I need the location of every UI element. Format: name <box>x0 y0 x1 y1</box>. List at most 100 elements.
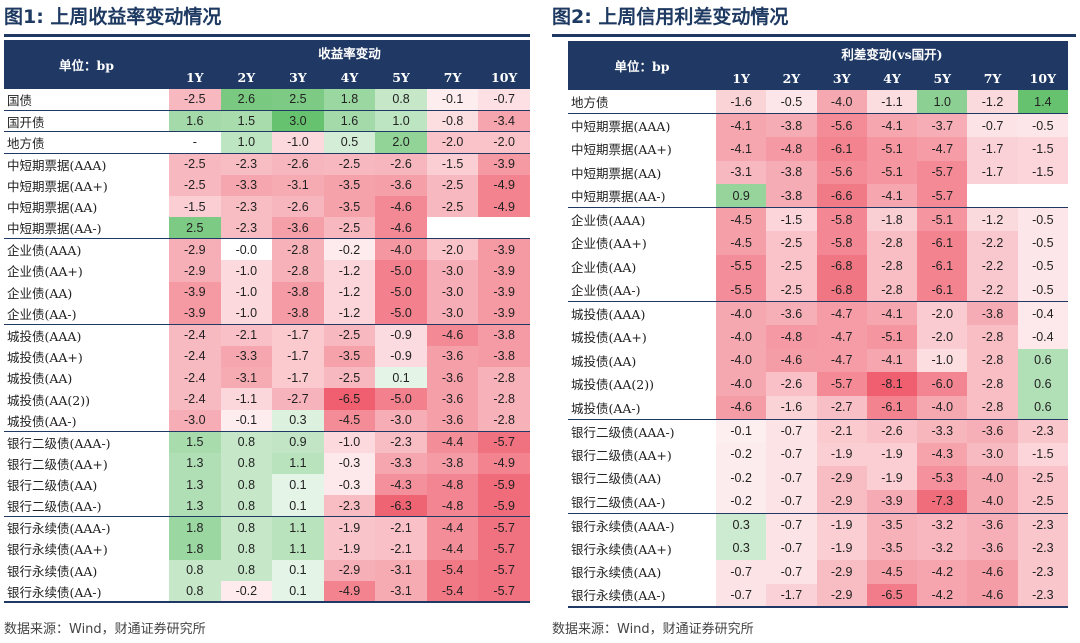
value-cell: -3.3 <box>375 452 427 475</box>
row-label: 企业债(AA) <box>7 285 73 301</box>
value-cell: -4.6 <box>375 217 427 239</box>
value-cell: 0.8 <box>220 516 273 539</box>
value-cell: -3.7 <box>917 113 968 137</box>
value-cell: -2.3 <box>1017 418 1068 443</box>
title-divider <box>4 34 530 37</box>
table-row: 城投债(AA+) -4.0 -4.8 -4.7 -5.1 -2.0 -2.8 -0.4 <box>568 325 1068 349</box>
value-cell: -4.1 <box>866 348 918 372</box>
table-row: 城投债(AA(2)) -2.4 -1.1 -2.7 -6.5 -5.0 -3.6 -2.8 <box>4 388 530 410</box>
value-cell: -2.1 <box>220 323 273 346</box>
value-cell: -0.1 <box>716 418 767 443</box>
value-cell: -2.9 <box>323 559 376 581</box>
table-row: 银行二级债(AA-) 1.3 0.8 0.1 -2.3 -6.3 -4.8 -5.9 <box>4 495 530 517</box>
table-row: 银行二级债(AA+) -0.2 -0.7 -1.9 -1.9 -4.3 -3.0 -1.5 <box>568 442 1068 466</box>
value-cell <box>478 217 530 238</box>
value-cell: -5.0 <box>375 281 427 303</box>
table-row: 企业债(AA+) -2.9 -1.0 -2.8 -1.2 -5.0 -3.0 -3.9 <box>4 260 530 282</box>
value-cell: 0.8 <box>169 580 221 604</box>
value-cell: -1.0 <box>272 131 324 154</box>
row-label: 银行二级债(AA+) <box>571 447 672 463</box>
table-row: 企业债(AA-) -5.5 -2.5 -6.8 -2.8 -6.1 -2.2 -0.5 <box>568 278 1068 302</box>
value-cell: -2.8 <box>967 325 1018 349</box>
value-cell: -1.5 <box>1017 160 1068 184</box>
table-row: 企业债(AAA) -4.5 -1.5 -5.8 -1.8 -5.1 -1.2 -0.5 <box>568 207 1068 231</box>
value-cell: 0.6 <box>1017 395 1068 419</box>
table-row: 银行永续债(AA-) 0.8 -0.2 0.1 -4.9 -3.1 -5.4 -5.7 <box>4 580 530 604</box>
value-cell: -4.6 <box>967 583 1018 608</box>
row-label: 城投债(AA) <box>7 371 73 387</box>
value-cell: -2.2 <box>967 231 1018 255</box>
table-row: 地方债 -1.0 -1.0 0.5 2.0 -2.0 -2.0 <box>4 131 530 154</box>
value-cell: -4.0 <box>816 90 867 114</box>
value-cell: -5.0 <box>375 260 427 282</box>
value-cell: -3.3 <box>917 418 968 443</box>
column-header: 4Y <box>323 65 376 89</box>
table-row: 企业债(AAA) -2.9 -0.0 -2.8 -0.2 -4.0 -2.0 -3.9 <box>4 238 530 261</box>
value-cell: -5.7 <box>816 372 867 396</box>
value-cell: -6.5 <box>323 388 376 410</box>
value-cell: -4.9 <box>478 195 530 218</box>
column-header: 3Y <box>272 65 324 89</box>
value-cell <box>1018 184 1068 208</box>
row-label: 城投债(AA+) <box>571 330 647 346</box>
value-cell: 0.9 <box>272 430 324 453</box>
value-cell: -3.1 <box>375 580 427 604</box>
row-label: 中短期票据(AA) <box>7 200 98 216</box>
value-cell: -3.0 <box>967 442 1018 466</box>
value-cell: -1.0 <box>220 260 273 282</box>
source-note: 数据来源：Wind，财通证券研究所 <box>552 622 754 637</box>
value-cell: -2.7 <box>816 395 867 419</box>
column-header: 5Y <box>917 66 968 90</box>
value-cell: -5.1 <box>917 207 968 231</box>
value-cell: -0.2 <box>716 466 767 490</box>
group-header: 利差变动(vs国开) <box>716 41 1068 66</box>
value-cell: -3.9 <box>478 302 530 325</box>
table-row: 银行永续债(AA+) 0.3 -0.7 -1.9 -3.5 -3.2 -3.6 -2.3 <box>568 536 1068 560</box>
row-label: 中短期票据(AA+) <box>7 178 108 194</box>
value-cell: -4.7 <box>816 325 867 349</box>
value-cell: -1.9 <box>866 442 918 466</box>
value-cell: -3.8 <box>766 160 817 184</box>
value-cell: -4.4 <box>426 516 479 539</box>
value-cell: 0.8 <box>220 538 273 560</box>
value-cell: -1.0 <box>323 430 376 453</box>
value-cell: -2.6 <box>866 418 918 443</box>
row-label: 中短期票据(AA-) <box>571 189 666 204</box>
table-row: 银行永续债(AAA-) 0.3 -0.7 -1.9 -3.5 -3.2 -3.6 -2.3 <box>568 512 1068 537</box>
value-cell: -0.4 <box>1017 325 1068 349</box>
value-cell: -2.9 <box>816 489 867 513</box>
value-cell: -2.8 <box>967 395 1018 419</box>
row-label: 城投债(AA-) <box>571 400 641 416</box>
value-cell: -2.3 <box>1017 583 1068 608</box>
table-row: 中短期票据(AA) -1.5 -2.3 -2.6 -3.5 -4.6 -2.5 -4.9 <box>4 195 530 218</box>
value-cell: 0.1 <box>272 559 324 581</box>
value-cell: -2.3 <box>1017 536 1068 560</box>
table-row: 企业债(AA-) -3.9 -1.0 -3.8 -1.2 -5.0 -3.0 -3.9 <box>4 302 530 325</box>
value-cell: -3.6 <box>967 512 1018 537</box>
value-cell: -5.5 <box>716 278 767 302</box>
value-cell: -1.7 <box>967 137 1018 161</box>
value-cell: -4.8 <box>426 474 479 496</box>
table-row: 城投债(AAA) -4.0 -3.6 -4.7 -4.1 -2.0 -3.8 -0.4 <box>568 301 1068 325</box>
value-cell: -4.9 <box>478 174 530 196</box>
table-row: 银行二级债(AAA-) 1.5 0.8 0.9 -1.0 -2.3 -4.4 -5.7 <box>4 430 530 453</box>
value-cell: -3.9 <box>169 281 221 303</box>
value-cell: -0.3 <box>323 452 376 475</box>
column-header: 7Y <box>967 66 1018 90</box>
value-cell: -2.9 <box>169 238 221 261</box>
value-cell: -0.7 <box>766 489 817 513</box>
value-cell: -5.4 <box>426 559 479 581</box>
value-cell: -2.5 <box>323 217 376 239</box>
value-cell: -2.2 <box>967 278 1018 302</box>
value-cell: -7.3 <box>917 489 968 513</box>
value-cell: -4.8 <box>426 495 479 517</box>
row-label: 中短期票据(AA-) <box>7 221 102 237</box>
value-cell: -3.5 <box>866 512 918 537</box>
value-cell: -3.6 <box>426 388 479 410</box>
value-cell: -2.8 <box>272 260 324 282</box>
table-row: 城投债(AA-) -3.0 -0.1 0.3 -4.5 -3.0 -3.6 -2.8 <box>4 409 530 432</box>
row-label: 城投债(AA(2)) <box>7 392 91 408</box>
value-cell: -5.1 <box>866 137 918 161</box>
value-cell: -4.6 <box>716 395 767 419</box>
row-label: 银行二级债(AA+) <box>7 456 108 472</box>
